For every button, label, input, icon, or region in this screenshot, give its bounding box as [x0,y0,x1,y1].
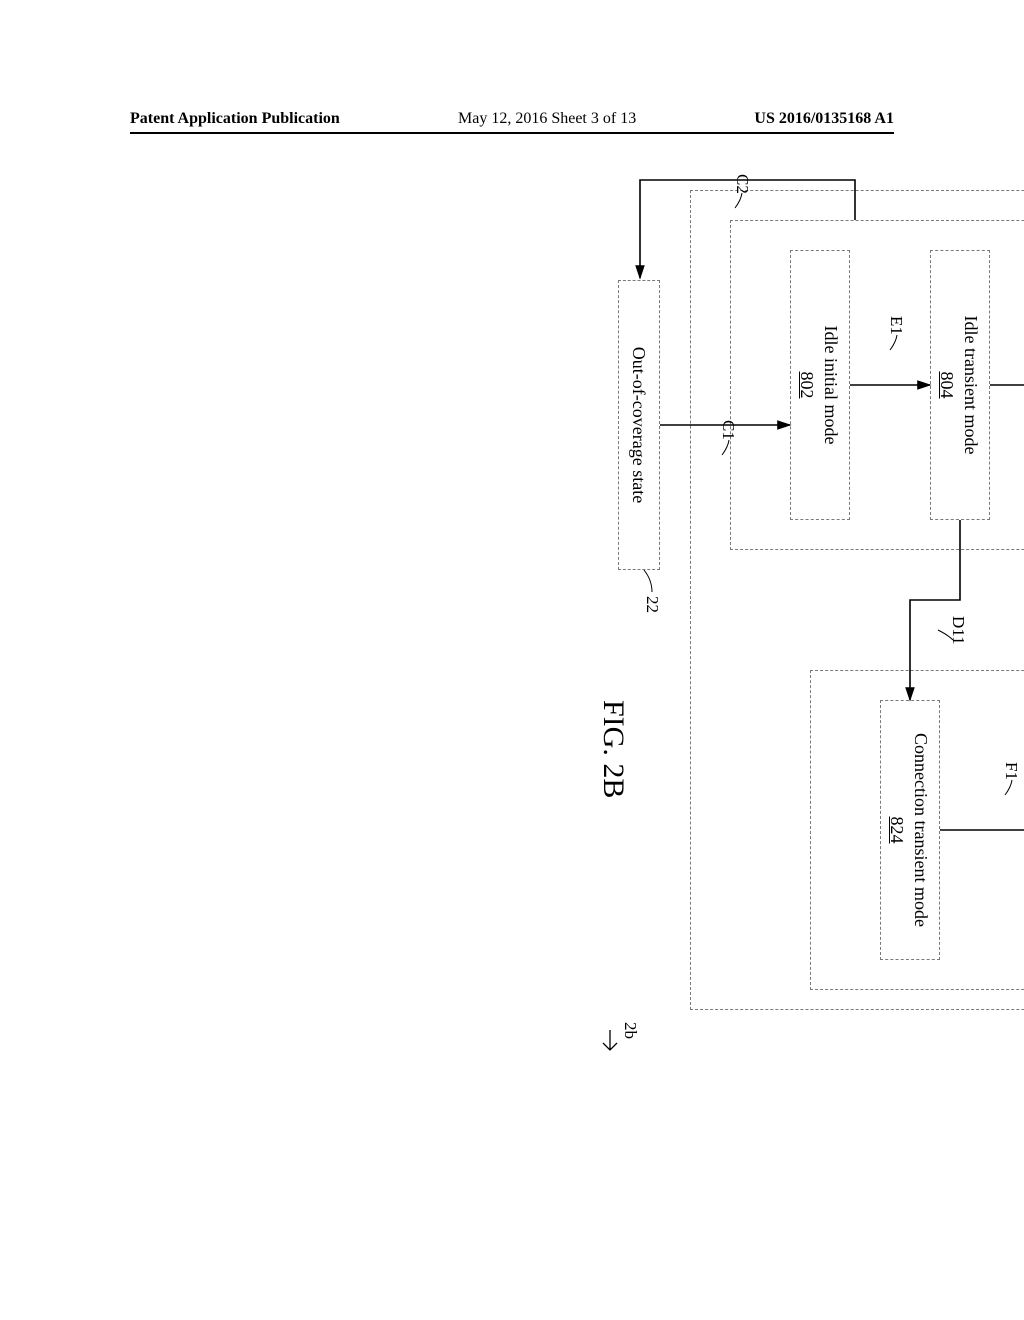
lbl-C2: C2 [732,174,752,194]
lbl-D11: D11 [948,616,968,645]
lbl-E1: E1 [886,316,906,335]
state-diagram: Idle steady mode 806 Idle transient mode… [580,160,1024,1060]
ref-2b: 2b [620,1022,640,1039]
header-right: US 2016/0135168 A1 [754,110,894,128]
ref-22: 22 [642,596,662,613]
lbl-C1: C1 [718,420,738,440]
figure-caption: FIG. 2B [596,700,630,798]
page-header: Patent Application Publication May 12, 2… [130,110,894,134]
lbl-F1: F1 [1001,762,1021,780]
header-mid: May 12, 2016 Sheet 3 of 13 [458,110,636,128]
header-left: Patent Application Publication [130,110,340,128]
diagram-container: Idle steady mode 806 Idle transient mode… [580,610,890,1060]
